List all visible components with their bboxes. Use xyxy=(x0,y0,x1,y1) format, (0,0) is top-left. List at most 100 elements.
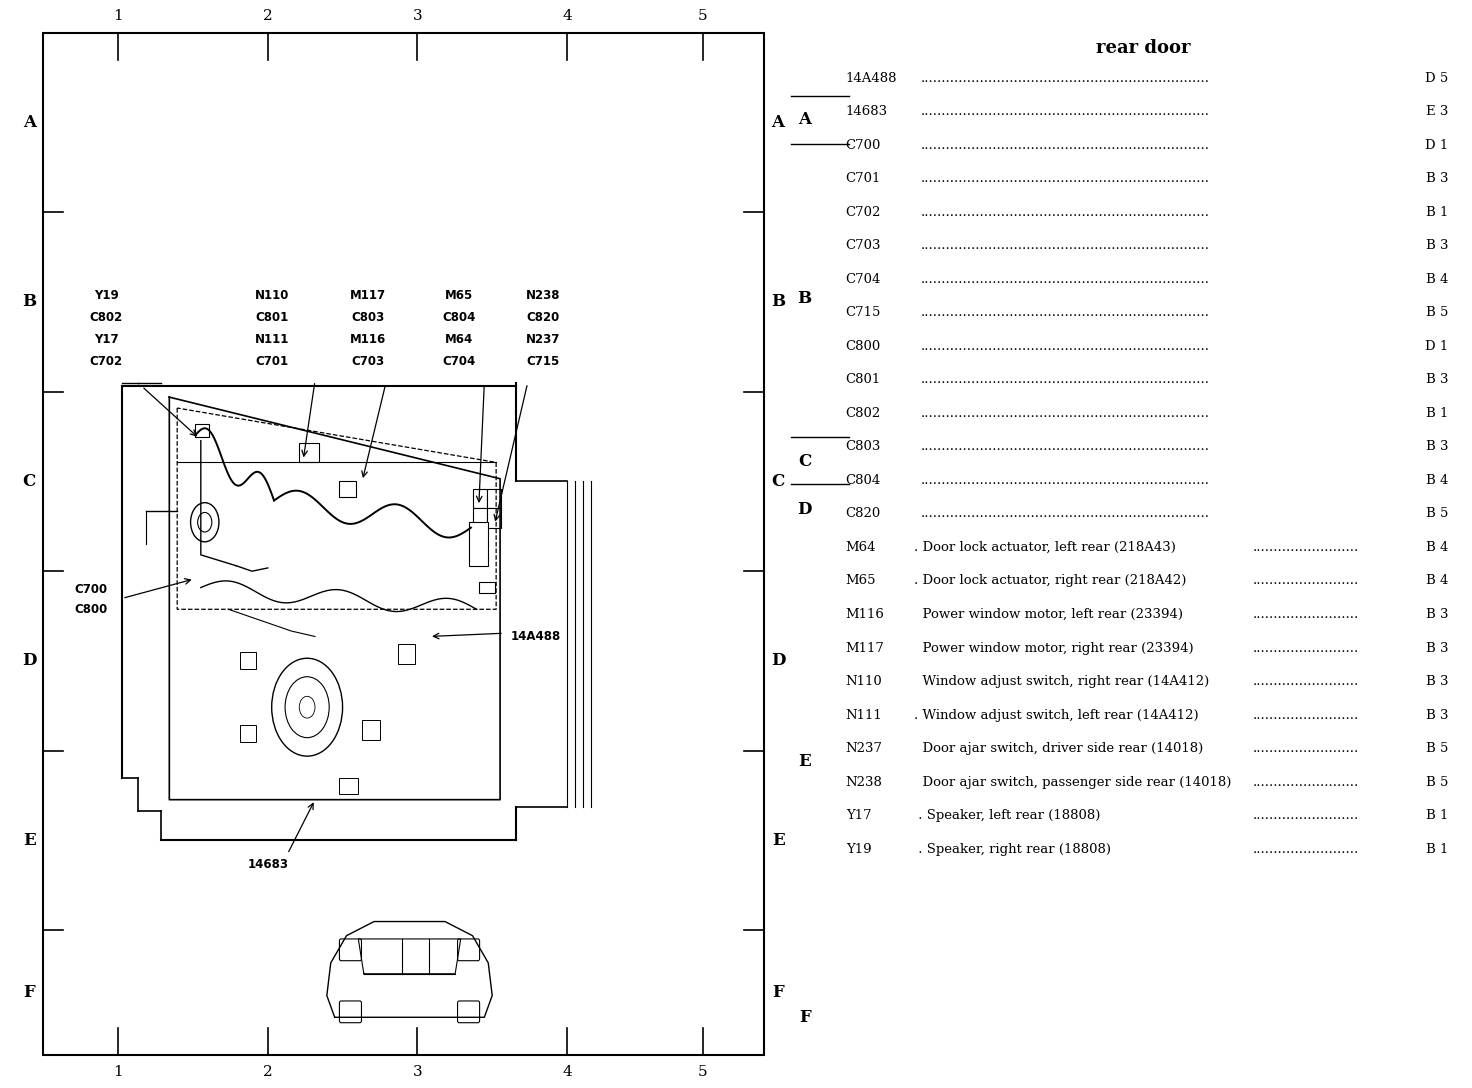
Text: C: C xyxy=(22,473,35,490)
Text: ....................................................................: ........................................… xyxy=(921,307,1210,320)
Text: 3: 3 xyxy=(412,1065,422,1078)
Text: C800: C800 xyxy=(74,603,107,616)
Text: . Door lock actuator, right rear (218A42): . Door lock actuator, right rear (218A42… xyxy=(914,574,1186,588)
FancyBboxPatch shape xyxy=(240,652,256,669)
Text: 5: 5 xyxy=(698,1065,708,1078)
FancyBboxPatch shape xyxy=(362,720,380,740)
Text: B 5: B 5 xyxy=(1426,507,1448,520)
Text: ....................................................................: ........................................… xyxy=(921,139,1210,152)
FancyBboxPatch shape xyxy=(478,582,495,593)
FancyBboxPatch shape xyxy=(397,644,415,664)
FancyBboxPatch shape xyxy=(458,1001,480,1023)
FancyBboxPatch shape xyxy=(340,939,362,961)
Text: .........................: ......................... xyxy=(1253,608,1359,621)
Text: 2: 2 xyxy=(263,1065,272,1078)
Text: Y17: Y17 xyxy=(94,333,119,346)
Text: ....................................................................: ........................................… xyxy=(921,407,1210,420)
Text: Window adjust switch, right rear (14A412): Window adjust switch, right rear (14A412… xyxy=(914,675,1210,688)
Text: .........................: ......................... xyxy=(1253,574,1359,588)
Text: M64: M64 xyxy=(846,541,876,554)
Text: B 3: B 3 xyxy=(1425,441,1448,454)
Text: C703: C703 xyxy=(352,355,384,368)
FancyBboxPatch shape xyxy=(458,939,480,961)
Text: D: D xyxy=(22,653,37,669)
Text: E: E xyxy=(798,753,811,770)
Text: B 3: B 3 xyxy=(1425,373,1448,386)
Text: 5: 5 xyxy=(698,10,708,23)
Text: B 4: B 4 xyxy=(1426,273,1448,286)
Text: C801: C801 xyxy=(255,311,289,324)
Text: B 3: B 3 xyxy=(1425,708,1448,721)
Text: rear door: rear door xyxy=(1097,39,1191,57)
Text: N110: N110 xyxy=(846,675,882,688)
Text: ....................................................................: ........................................… xyxy=(921,239,1210,252)
Text: 4: 4 xyxy=(562,1065,573,1078)
FancyBboxPatch shape xyxy=(240,725,256,742)
Text: D 1: D 1 xyxy=(1425,339,1448,353)
Text: N238: N238 xyxy=(526,289,561,302)
Text: M116: M116 xyxy=(846,608,885,621)
Text: M64: M64 xyxy=(445,333,474,346)
Text: ....................................................................: ........................................… xyxy=(921,507,1210,520)
Text: ....................................................................: ........................................… xyxy=(921,106,1210,119)
Text: C: C xyxy=(798,453,811,470)
Text: C715: C715 xyxy=(527,355,559,368)
Text: B 3: B 3 xyxy=(1425,608,1448,621)
Text: Y19: Y19 xyxy=(846,842,871,855)
Text: B 4: B 4 xyxy=(1426,574,1448,588)
Text: . Window adjust switch, left rear (14A412): . Window adjust switch, left rear (14A41… xyxy=(914,708,1198,721)
Text: B 1: B 1 xyxy=(1426,407,1448,420)
Text: C703: C703 xyxy=(846,239,882,252)
Text: D: D xyxy=(798,500,813,518)
Text: C820: C820 xyxy=(527,311,559,324)
Text: N111: N111 xyxy=(255,333,289,346)
Text: 1: 1 xyxy=(113,10,124,23)
Text: C802: C802 xyxy=(846,407,880,420)
Text: ....................................................................: ........................................… xyxy=(921,273,1210,286)
Text: .........................: ......................... xyxy=(1253,675,1359,688)
Text: M117: M117 xyxy=(846,642,885,655)
Text: 1: 1 xyxy=(113,1065,124,1078)
Text: A: A xyxy=(771,114,785,131)
Text: N238: N238 xyxy=(846,776,883,789)
Text: M117: M117 xyxy=(350,289,386,302)
Text: C715: C715 xyxy=(846,307,882,320)
Text: .........................: ......................... xyxy=(1253,742,1359,755)
Text: . Speaker, left rear (18808): . Speaker, left rear (18808) xyxy=(914,809,1101,823)
Text: Door ajar switch, driver side rear (14018): Door ajar switch, driver side rear (1401… xyxy=(914,742,1204,755)
Text: ....................................................................: ........................................… xyxy=(921,72,1210,85)
Text: N237: N237 xyxy=(526,333,561,346)
Text: E: E xyxy=(771,832,785,849)
Text: B 3: B 3 xyxy=(1425,172,1448,185)
Text: C702: C702 xyxy=(846,206,882,219)
Text: N110: N110 xyxy=(255,289,289,302)
Text: A: A xyxy=(22,114,35,131)
Text: ....................................................................: ........................................… xyxy=(921,474,1210,487)
FancyBboxPatch shape xyxy=(487,508,500,528)
Text: C700: C700 xyxy=(846,139,882,152)
Text: . Speaker, right rear (18808): . Speaker, right rear (18808) xyxy=(914,842,1111,855)
Text: C701: C701 xyxy=(846,172,882,185)
Text: ....................................................................: ........................................… xyxy=(921,339,1210,353)
Text: C803: C803 xyxy=(846,441,882,454)
Text: B 3: B 3 xyxy=(1425,642,1448,655)
Text: Power window motor, right rear (23394): Power window motor, right rear (23394) xyxy=(914,642,1194,655)
Text: B 1: B 1 xyxy=(1426,206,1448,219)
Text: N111: N111 xyxy=(846,708,882,721)
Text: ....................................................................: ........................................… xyxy=(921,373,1210,386)
FancyBboxPatch shape xyxy=(473,508,487,528)
FancyBboxPatch shape xyxy=(299,443,319,462)
Text: .........................: ......................... xyxy=(1253,541,1359,554)
FancyBboxPatch shape xyxy=(196,424,209,437)
FancyBboxPatch shape xyxy=(340,1001,362,1023)
Text: B 3: B 3 xyxy=(1425,239,1448,252)
FancyBboxPatch shape xyxy=(339,778,358,794)
FancyBboxPatch shape xyxy=(339,481,356,497)
Text: .........................: ......................... xyxy=(1253,642,1359,655)
Text: C704: C704 xyxy=(846,273,882,286)
Text: .........................: ......................... xyxy=(1253,708,1359,721)
Text: Y17: Y17 xyxy=(846,809,871,823)
Text: B 4: B 4 xyxy=(1426,474,1448,487)
Text: F: F xyxy=(773,985,785,1001)
Text: M65: M65 xyxy=(846,574,876,588)
